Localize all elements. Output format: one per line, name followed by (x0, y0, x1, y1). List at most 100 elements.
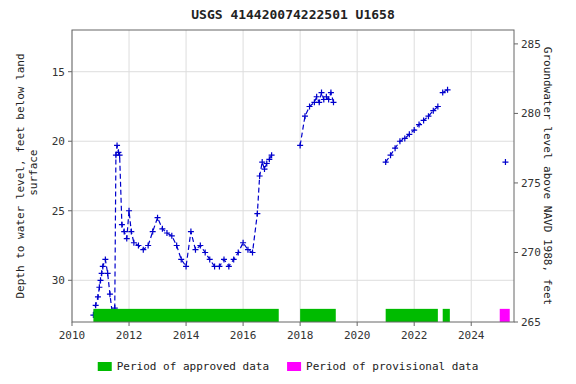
period-band (386, 309, 438, 322)
series-marker (231, 256, 237, 262)
tick-x (129, 322, 130, 326)
series-marker (140, 247, 146, 253)
series-marker (197, 243, 203, 249)
series-marker (107, 291, 113, 297)
y-axis-label-line: Depth to water level, feet below land (14, 53, 27, 298)
series-marker (314, 94, 320, 100)
legend-swatch (287, 362, 301, 371)
series-marker (124, 236, 130, 242)
series-marker (440, 90, 446, 96)
tick-label-x: 2020 (344, 329, 371, 342)
series-marker (330, 99, 336, 105)
series-marker (397, 138, 403, 144)
tick-y2 (514, 182, 518, 183)
series-marker (178, 256, 184, 262)
tick-y2 (514, 113, 518, 114)
series-marker (207, 256, 213, 262)
tick-label-y2: 280 (521, 107, 541, 120)
grid-line-x (129, 30, 130, 322)
series-marker (416, 122, 422, 128)
series-marker (221, 256, 227, 262)
series-marker (435, 103, 441, 109)
series-marker (411, 127, 417, 133)
series-marker (257, 173, 263, 179)
period-band (500, 309, 510, 322)
legend-label: Period of provisional data (306, 360, 478, 373)
series-line (93, 90, 505, 315)
series-marker (131, 240, 137, 246)
legend: Period of approved dataPeriod of provisi… (98, 360, 479, 373)
series-marker (307, 103, 313, 109)
tick-y2 (514, 43, 518, 44)
series-marker (261, 166, 267, 172)
series-marker (159, 226, 165, 232)
series-marker (102, 256, 108, 262)
series-marker (155, 215, 161, 221)
series-marker (254, 211, 260, 217)
series-marker (95, 294, 101, 300)
grid-line-y (72, 210, 514, 211)
grid-line-x (300, 30, 301, 322)
tick-label-x: 2014 (173, 329, 200, 342)
series-marker (388, 152, 394, 158)
grid-line-x (243, 30, 244, 322)
series-marker (259, 159, 265, 165)
tick-y2 (514, 322, 518, 323)
plot-frame (72, 30, 514, 322)
series-marker (128, 229, 134, 235)
series-marker (119, 222, 125, 228)
series-marker (226, 263, 232, 269)
series-marker (99, 270, 105, 276)
series-marker (316, 99, 322, 105)
series-marker (192, 247, 198, 253)
tick-x (186, 322, 187, 326)
tick-label-y2: 265 (521, 316, 541, 329)
plot-area (90, 87, 509, 322)
series-marker (216, 263, 222, 269)
series-marker (406, 131, 412, 137)
series-marker (250, 249, 256, 255)
tick-y (68, 280, 72, 281)
tick-label-x: 2010 (59, 329, 86, 342)
series-marker (164, 230, 170, 236)
grid-line-x (471, 30, 472, 322)
series-marker (425, 113, 431, 119)
tick-y2 (514, 252, 518, 253)
tick-label-y2: 275 (521, 177, 541, 190)
series-marker (114, 142, 120, 148)
grid-line-x (414, 30, 415, 322)
tick-label-x: 2016 (230, 329, 257, 342)
tick-y (68, 71, 72, 72)
grid-line-y (72, 280, 514, 281)
title: USGS 414420074222501 U1658 (191, 7, 395, 22)
series-marker (302, 113, 308, 119)
tick-label-x: 2012 (116, 329, 143, 342)
tick-label-y: 30 (52, 274, 65, 287)
grid-line-x (186, 30, 187, 322)
series-marker (96, 284, 102, 290)
tick-x (357, 322, 358, 326)
series-marker (319, 90, 325, 96)
chart: 2010201220142016201820202022202415202530… (0, 0, 576, 384)
series-marker (240, 240, 246, 246)
series-marker (174, 243, 180, 249)
series-marker (100, 263, 106, 269)
series-marker (402, 135, 408, 141)
period-band (443, 309, 450, 322)
series-marker (383, 159, 389, 165)
legend-swatch (98, 362, 112, 371)
tick-x (243, 322, 244, 326)
series-marker (421, 117, 427, 123)
grid-line-y (72, 141, 514, 142)
tick-label-y: 20 (52, 135, 65, 148)
series-marker (245, 247, 251, 253)
tick-x (300, 322, 301, 326)
series-marker (430, 108, 436, 114)
series-marker (502, 159, 508, 165)
tick-label-y2: 270 (521, 246, 541, 259)
grid-line-y (72, 71, 514, 72)
series-marker (98, 277, 104, 283)
series-marker (169, 233, 175, 239)
tick-label-y2: 285 (521, 38, 541, 51)
series-marker (135, 243, 141, 249)
